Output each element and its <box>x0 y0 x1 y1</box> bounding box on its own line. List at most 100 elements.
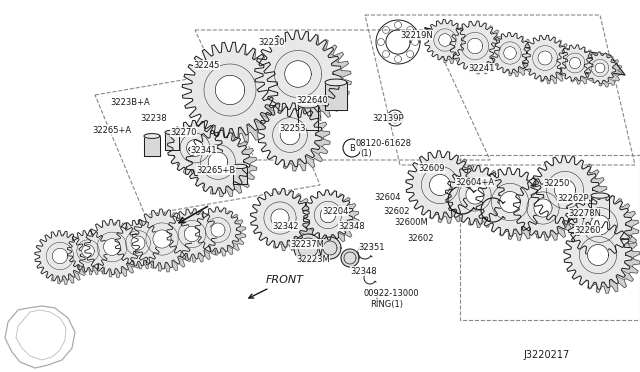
Polygon shape <box>591 196 609 218</box>
Polygon shape <box>590 215 610 235</box>
Polygon shape <box>499 192 520 212</box>
Polygon shape <box>250 189 310 247</box>
Polygon shape <box>325 79 347 86</box>
Polygon shape <box>575 196 639 260</box>
Polygon shape <box>406 151 474 219</box>
Text: 32230: 32230 <box>258 38 285 46</box>
Polygon shape <box>195 207 241 253</box>
Polygon shape <box>67 230 109 272</box>
Polygon shape <box>192 47 288 143</box>
Polygon shape <box>40 234 90 284</box>
Polygon shape <box>570 57 580 68</box>
Polygon shape <box>531 156 599 224</box>
Text: 32245: 32245 <box>193 61 220 70</box>
Polygon shape <box>539 160 607 228</box>
Polygon shape <box>431 22 472 64</box>
Text: (1): (1) <box>360 148 372 157</box>
Polygon shape <box>257 192 317 251</box>
Text: 32341: 32341 <box>190 145 216 154</box>
Polygon shape <box>82 245 94 257</box>
Polygon shape <box>303 190 353 240</box>
Text: 32604: 32604 <box>374 192 401 202</box>
Polygon shape <box>528 38 573 84</box>
Polygon shape <box>233 164 247 169</box>
Polygon shape <box>208 152 228 172</box>
Polygon shape <box>414 155 482 223</box>
Polygon shape <box>144 134 160 138</box>
Text: J3220217: J3220217 <box>524 350 570 360</box>
Polygon shape <box>186 130 250 194</box>
Text: 32348: 32348 <box>350 266 376 276</box>
Polygon shape <box>131 236 145 250</box>
Text: 32600M: 32600M <box>394 218 428 227</box>
Polygon shape <box>456 24 506 74</box>
Polygon shape <box>572 225 640 293</box>
Polygon shape <box>115 220 161 266</box>
Text: 32270: 32270 <box>170 128 196 137</box>
Text: 3223B+A: 3223B+A <box>110 97 150 106</box>
Polygon shape <box>595 63 605 73</box>
Polygon shape <box>285 61 311 87</box>
Polygon shape <box>554 180 575 201</box>
Polygon shape <box>522 35 568 81</box>
Polygon shape <box>534 199 552 217</box>
Polygon shape <box>153 230 171 248</box>
Polygon shape <box>450 21 500 71</box>
Polygon shape <box>173 124 228 179</box>
Polygon shape <box>182 42 278 138</box>
Polygon shape <box>520 182 580 241</box>
Text: 00922-13000: 00922-13000 <box>364 289 420 298</box>
Polygon shape <box>476 168 544 236</box>
Polygon shape <box>557 45 593 81</box>
Polygon shape <box>452 169 511 228</box>
Text: FRONT: FRONT <box>249 275 304 298</box>
Text: 32237M: 32237M <box>290 240 324 248</box>
Text: RING(1): RING(1) <box>370 299 403 308</box>
Text: 32602: 32602 <box>383 206 410 215</box>
Polygon shape <box>104 238 120 256</box>
Polygon shape <box>132 209 192 269</box>
Polygon shape <box>72 233 114 275</box>
Polygon shape <box>484 172 552 240</box>
Polygon shape <box>144 136 160 156</box>
Text: 32265+B: 32265+B <box>196 166 236 174</box>
Text: 32265+A: 32265+A <box>92 125 131 135</box>
Polygon shape <box>265 36 351 122</box>
Polygon shape <box>187 140 204 156</box>
Text: 32241: 32241 <box>468 64 494 73</box>
Text: 322640: 322640 <box>296 96 328 105</box>
Polygon shape <box>513 179 573 238</box>
Text: 32260: 32260 <box>574 225 600 234</box>
Polygon shape <box>563 48 599 84</box>
Polygon shape <box>298 102 318 108</box>
Polygon shape <box>168 121 223 176</box>
Polygon shape <box>193 133 257 197</box>
Polygon shape <box>84 219 140 275</box>
Text: 32609: 32609 <box>418 164 445 173</box>
Polygon shape <box>584 52 616 84</box>
Text: 32602: 32602 <box>407 234 433 243</box>
Polygon shape <box>165 130 179 135</box>
Polygon shape <box>35 231 85 281</box>
Text: 32348: 32348 <box>338 221 365 231</box>
Text: 32139P: 32139P <box>372 113 404 122</box>
Polygon shape <box>588 244 609 266</box>
Text: 32250: 32250 <box>543 179 570 187</box>
Polygon shape <box>172 212 222 262</box>
Polygon shape <box>255 31 341 117</box>
Polygon shape <box>319 237 341 259</box>
Text: 32351: 32351 <box>358 243 385 251</box>
Polygon shape <box>495 35 536 77</box>
Text: 32278N: 32278N <box>568 208 601 218</box>
Polygon shape <box>298 105 318 130</box>
Polygon shape <box>184 226 200 242</box>
Text: 32253: 32253 <box>279 124 305 132</box>
Text: 32238: 32238 <box>140 113 166 122</box>
Polygon shape <box>504 47 516 59</box>
Polygon shape <box>424 19 465 61</box>
Polygon shape <box>591 193 609 198</box>
Text: 32219N: 32219N <box>400 31 433 39</box>
Text: 32262P: 32262P <box>557 193 589 202</box>
Polygon shape <box>137 212 197 272</box>
Polygon shape <box>294 234 322 262</box>
